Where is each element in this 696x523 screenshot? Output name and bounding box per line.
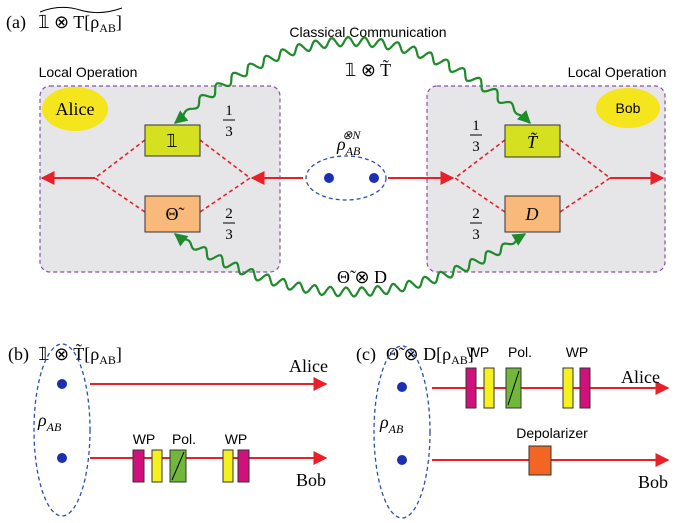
state-sub: AB [388,422,404,436]
state-sub: AB [345,144,361,158]
state-label: ρAB ⊗N [336,128,361,158]
communication-wave [173,233,527,298]
state-ellipse [33,343,91,517]
title-end: ] [116,12,122,32]
party-badge [42,87,108,131]
title-main: 𝟙 ⊗ T[ρ [38,12,99,32]
title-main: Θ̃ ⊗ D[ρ [386,344,451,364]
beam-label: Bob [638,472,668,492]
polarizer-axis [171,451,185,481]
operation-box [504,195,561,233]
operation-label: D [525,204,539,224]
title-end: ] [468,344,474,364]
particle [57,379,67,389]
panel-label: (c) [356,344,376,365]
region-heading: Local Operation [568,64,667,80]
numerator: 2 [472,206,480,222]
party-name: Alice [56,99,95,119]
state-base: ρ [336,134,346,154]
optic-label: Pol. [508,344,532,360]
waveplate [465,367,477,409]
panel-title: 𝟙 ⊗ T[ρAB] [38,12,122,35]
denominator: 3 [225,227,233,243]
state-label: ρAB [37,410,62,434]
region-heading: Local Operation [39,64,138,80]
denominator: 3 [472,227,480,243]
panel-label: (b) [8,344,29,365]
title-sub: AB [99,353,116,367]
channel-heading: Classical Communication [289,24,446,40]
numerator: 1 [472,118,480,134]
beam-label: Alice [621,367,660,387]
device-label: Depolarizer [516,425,588,441]
party-name: Bob [616,100,641,116]
waveplate [132,449,145,483]
beam-label: Bob [296,470,326,490]
state-sup: ⊗N [342,128,361,142]
probability: 1 3 [470,118,482,155]
optic-label: WP [566,344,589,360]
waveplate [483,367,495,409]
optic-label: WP [225,431,248,447]
particle [324,173,334,183]
waveplate [579,367,591,409]
optic-label: WP [133,431,156,447]
polarizer-axis [507,370,520,406]
panel-label: (a) [6,12,26,33]
state-sub: AB [46,420,62,434]
state-ellipse [305,155,387,201]
title-end: ] [116,344,122,364]
waveplate [237,449,250,483]
title-main: 𝟙 ⊗ T̃[ρ [38,342,99,364]
state-label: ρAB [379,412,404,436]
communication-wave [173,35,531,124]
channel-label: 𝟙 ⊗ T̃ [345,58,391,80]
particle [57,453,67,463]
optic-label: WP [467,344,490,360]
particle [397,382,407,392]
waveplate [562,367,574,409]
denominator: 3 [472,139,480,155]
panel-title: Θ̃ ⊗ D[ρAB] [386,344,474,367]
state-ellipse [373,345,431,519]
operation-label: T̃ [527,132,539,152]
particle [369,173,379,183]
denominator: 3 [225,124,233,140]
channel-label: Θ̃ ⊗ D [337,267,387,287]
operation-label: 𝟙 [166,131,177,151]
operation-box [144,124,201,157]
panel-title: 𝟙 ⊗ T̃[ρAB] [38,342,122,367]
operation-box [144,195,201,233]
optic-label: Pol. [172,431,196,447]
state-base: ρ [379,412,389,432]
operation-box [504,124,561,158]
wide-tilde [39,6,123,14]
beam-label: Alice [289,356,328,376]
waveplate [222,449,234,483]
particle [397,455,407,465]
title-sub: AB [99,21,116,35]
numerator: 1 [225,103,233,119]
depolarizer [528,445,552,476]
party-badge [596,88,660,128]
state-base: ρ [37,410,47,430]
title-sub: AB [451,353,468,367]
numerator: 2 [225,206,233,222]
waveplate [151,449,163,483]
